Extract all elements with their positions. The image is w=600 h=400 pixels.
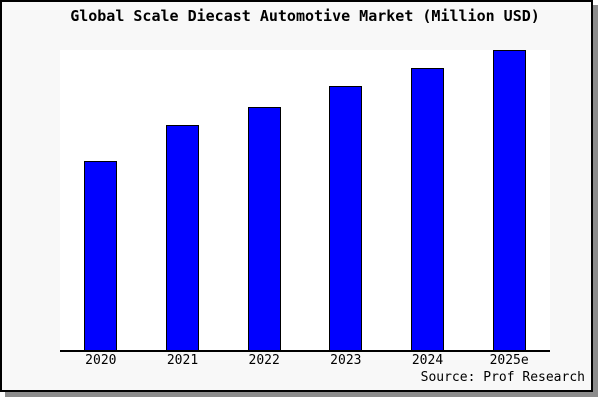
bar-2023 <box>329 86 363 350</box>
source-credit: Source: Prof Research <box>420 370 585 385</box>
plot-area <box>60 50 550 352</box>
bar-2021 <box>166 125 199 350</box>
x-tick-label-2023: 2023 <box>330 353 362 368</box>
x-tick-label-2024: 2024 <box>411 353 444 368</box>
chart-title: Global Scale Diecast Automotive Market (… <box>70 7 540 25</box>
bar-2020 <box>84 161 118 350</box>
bar-2022 <box>247 107 281 350</box>
x-tick-label-2025e: 2025e <box>489 353 529 368</box>
x-tick-label-2020: 2020 <box>85 353 117 368</box>
x-tick-label-2021: 2021 <box>166 353 199 368</box>
bar-2024 <box>411 68 444 350</box>
bar-2025e <box>492 50 526 350</box>
x-tick-label-2022: 2022 <box>248 353 280 368</box>
chart-figure: Global Scale Diecast Automotive Market (… <box>0 0 593 392</box>
